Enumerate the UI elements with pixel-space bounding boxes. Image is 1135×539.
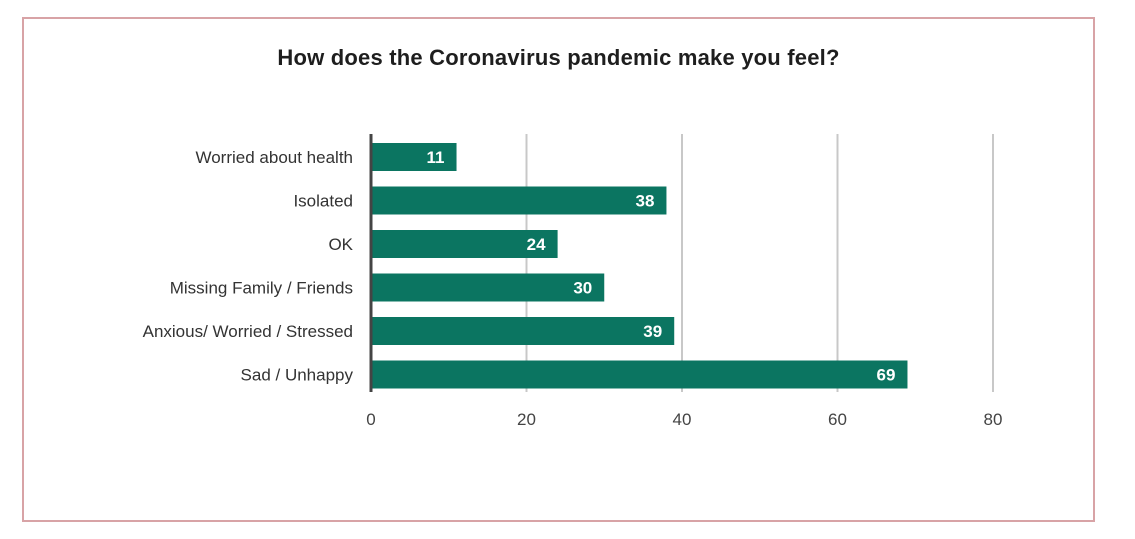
x-tick-label-40: 40	[673, 410, 692, 429]
bar-2	[371, 230, 558, 258]
category-label-2: OK	[328, 235, 353, 254]
x-tick-label-60: 60	[828, 410, 847, 429]
data-label-3: 30	[573, 279, 592, 298]
bar-3	[371, 273, 605, 302]
data-label-0: 11	[427, 148, 445, 167]
data-label-4: 39	[643, 322, 662, 341]
category-label-5: Sad / Unhappy	[241, 366, 354, 385]
x-tick-label-80: 80	[984, 410, 1003, 429]
x-tick-label-0: 0	[366, 410, 375, 429]
x-tick-label-20: 20	[517, 410, 536, 429]
category-label-3: Missing Family / Friends	[170, 279, 353, 298]
bar-4	[371, 317, 675, 345]
chart-title: How does the Coronavirus pandemic make y…	[277, 45, 840, 70]
data-label-1: 38	[636, 192, 655, 211]
bar-1	[371, 186, 667, 215]
bar-0	[371, 143, 457, 171]
category-label-4: Anxious/ Worried / Stressed	[143, 322, 353, 341]
category-label-0: Worried about health	[195, 148, 353, 167]
bar-5	[371, 360, 908, 389]
data-label-2: 24	[527, 235, 546, 254]
category-label-1: Isolated	[293, 192, 353, 211]
data-label-5: 69	[877, 366, 896, 385]
chart-frame: How does the Coronavirus pandemic make y…	[22, 17, 1095, 522]
